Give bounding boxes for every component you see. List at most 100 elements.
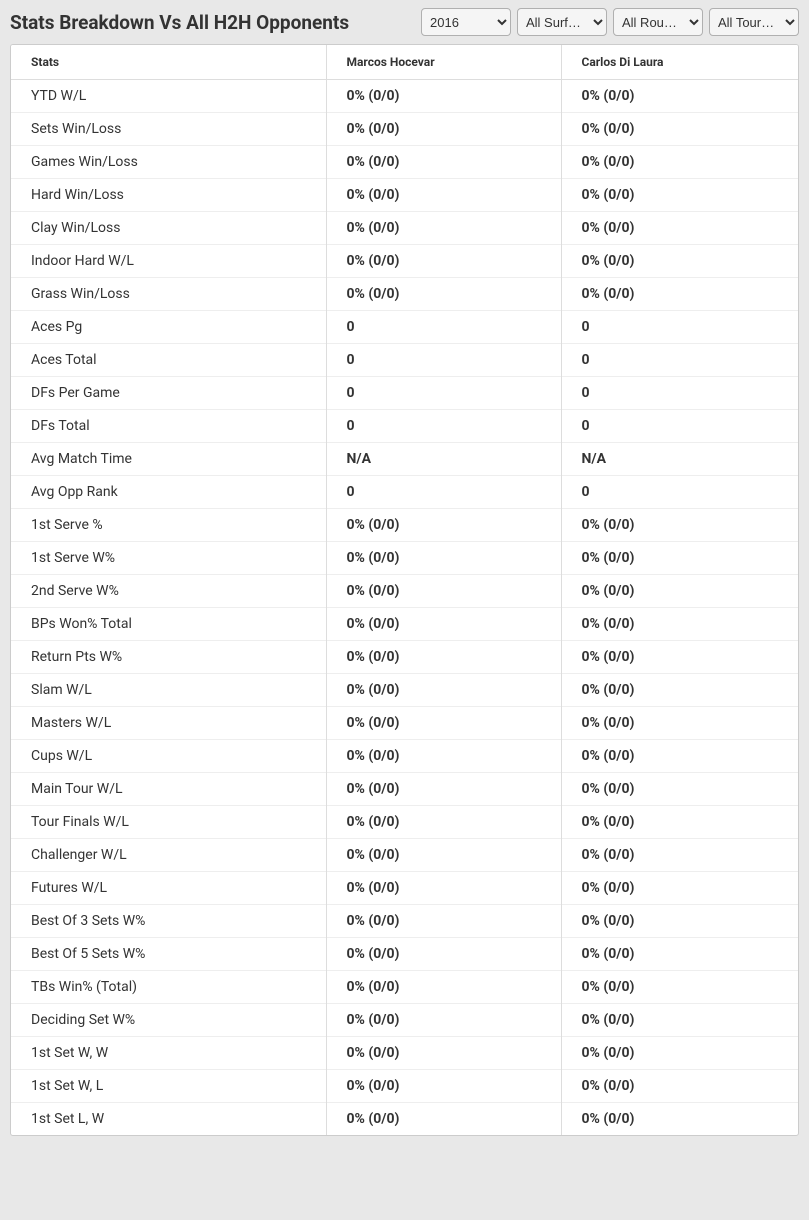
table-row: BPs Won% Total0% (0/0)0% (0/0) xyxy=(11,608,798,641)
player1-value: 0% (0/0) xyxy=(326,1103,561,1136)
stat-label: Grass Win/Loss xyxy=(11,278,326,311)
player2-value: 0% (0/0) xyxy=(561,938,798,971)
player2-value: 0% (0/0) xyxy=(561,80,798,113)
header-player2: Carlos Di Laura xyxy=(561,45,798,80)
stat-label: Games Win/Loss xyxy=(11,146,326,179)
stat-label: Sets Win/Loss xyxy=(11,113,326,146)
player2-value: 0% (0/0) xyxy=(561,773,798,806)
stats-table-container: Stats Marcos Hocevar Carlos Di Laura YTD… xyxy=(10,44,799,1136)
table-row: Aces Total00 xyxy=(11,344,798,377)
tour-select[interactable]: All Tour… xyxy=(709,8,799,36)
table-row: Futures W/L0% (0/0)0% (0/0) xyxy=(11,872,798,905)
stat-label: TBs Win% (Total) xyxy=(11,971,326,1004)
table-row: 1st Set W, L0% (0/0)0% (0/0) xyxy=(11,1070,798,1103)
player1-value: 0% (0/0) xyxy=(326,1037,561,1070)
table-row: Deciding Set W%0% (0/0)0% (0/0) xyxy=(11,1004,798,1037)
table-row: Best Of 5 Sets W%0% (0/0)0% (0/0) xyxy=(11,938,798,971)
player2-value: 0% (0/0) xyxy=(561,1004,798,1037)
stat-label: Aces Pg xyxy=(11,311,326,344)
stat-label: Deciding Set W% xyxy=(11,1004,326,1037)
stat-label: YTD W/L xyxy=(11,80,326,113)
player2-value: 0% (0/0) xyxy=(561,806,798,839)
header-player1: Marcos Hocevar xyxy=(326,45,561,80)
player2-value: 0 xyxy=(561,410,798,443)
stat-label: Slam W/L xyxy=(11,674,326,707)
table-row: Cups W/L0% (0/0)0% (0/0) xyxy=(11,740,798,773)
player2-value: 0% (0/0) xyxy=(561,509,798,542)
player2-value: 0% (0/0) xyxy=(561,278,798,311)
player2-value: 0% (0/0) xyxy=(561,146,798,179)
table-row: TBs Win% (Total)0% (0/0)0% (0/0) xyxy=(11,971,798,1004)
player1-value: 0% (0/0) xyxy=(326,806,561,839)
stat-label: Masters W/L xyxy=(11,707,326,740)
player2-value: 0% (0/0) xyxy=(561,641,798,674)
player1-value: 0% (0/0) xyxy=(326,773,561,806)
stat-label: Aces Total xyxy=(11,344,326,377)
player2-value: 0% (0/0) xyxy=(561,674,798,707)
table-row: 1st Set W, W0% (0/0)0% (0/0) xyxy=(11,1037,798,1070)
player2-value: 0% (0/0) xyxy=(561,245,798,278)
table-row: Aces Pg00 xyxy=(11,311,798,344)
stat-label: Best Of 5 Sets W% xyxy=(11,938,326,971)
player1-value: 0% (0/0) xyxy=(326,542,561,575)
stat-label: 1st Set W, L xyxy=(11,1070,326,1103)
stat-label: Futures W/L xyxy=(11,872,326,905)
table-row: Indoor Hard W/L0% (0/0)0% (0/0) xyxy=(11,245,798,278)
table-row: Tour Finals W/L0% (0/0)0% (0/0) xyxy=(11,806,798,839)
player2-value: 0% (0/0) xyxy=(561,113,798,146)
round-select[interactable]: All Rou… xyxy=(613,8,703,36)
stat-label: Cups W/L xyxy=(11,740,326,773)
table-row: Avg Opp Rank00 xyxy=(11,476,798,509)
player1-value: 0% (0/0) xyxy=(326,674,561,707)
player2-value: 0% (0/0) xyxy=(561,179,798,212)
player1-value: 0% (0/0) xyxy=(326,113,561,146)
table-row: Masters W/L0% (0/0)0% (0/0) xyxy=(11,707,798,740)
player2-value: 0% (0/0) xyxy=(561,740,798,773)
player1-value: 0% (0/0) xyxy=(326,1070,561,1103)
stats-table: Stats Marcos Hocevar Carlos Di Laura YTD… xyxy=(11,45,798,1135)
player1-value: 0% (0/0) xyxy=(326,905,561,938)
player1-value: 0% (0/0) xyxy=(326,212,561,245)
player1-value: 0% (0/0) xyxy=(326,245,561,278)
player1-value: 0% (0/0) xyxy=(326,971,561,1004)
player1-value: 0 xyxy=(326,410,561,443)
player2-value: 0% (0/0) xyxy=(561,1037,798,1070)
player2-value: 0% (0/0) xyxy=(561,212,798,245)
table-row: Hard Win/Loss0% (0/0)0% (0/0) xyxy=(11,179,798,212)
stat-label: 1st Set L, W xyxy=(11,1103,326,1136)
stat-label: Tour Finals W/L xyxy=(11,806,326,839)
player2-value: 0% (0/0) xyxy=(561,575,798,608)
stat-label: Hard Win/Loss xyxy=(11,179,326,212)
player1-value: 0% (0/0) xyxy=(326,278,561,311)
table-row: Clay Win/Loss0% (0/0)0% (0/0) xyxy=(11,212,798,245)
table-row: Sets Win/Loss0% (0/0)0% (0/0) xyxy=(11,113,798,146)
stat-label: Clay Win/Loss xyxy=(11,212,326,245)
stat-label: 1st Serve W% xyxy=(11,542,326,575)
player1-value: 0% (0/0) xyxy=(326,1004,561,1037)
table-header-row: Stats Marcos Hocevar Carlos Di Laura xyxy=(11,45,798,80)
table-row: Games Win/Loss0% (0/0)0% (0/0) xyxy=(11,146,798,179)
page-title: Stats Breakdown Vs All H2H Opponents xyxy=(10,11,349,34)
player2-value: 0% (0/0) xyxy=(561,1070,798,1103)
player1-value: N/A xyxy=(326,443,561,476)
year-select[interactable]: 2016 xyxy=(421,8,511,36)
surface-select[interactable]: All Surf… xyxy=(517,8,607,36)
table-row: 1st Set L, W0% (0/0)0% (0/0) xyxy=(11,1103,798,1136)
stat-label: 2nd Serve W% xyxy=(11,575,326,608)
stat-label: Avg Opp Rank xyxy=(11,476,326,509)
player1-value: 0% (0/0) xyxy=(326,179,561,212)
player2-value: 0% (0/0) xyxy=(561,1103,798,1136)
table-row: Return Pts W%0% (0/0)0% (0/0) xyxy=(11,641,798,674)
player2-value: 0% (0/0) xyxy=(561,542,798,575)
player1-value: 0% (0/0) xyxy=(326,740,561,773)
stat-label: BPs Won% Total xyxy=(11,608,326,641)
player1-value: 0 xyxy=(326,311,561,344)
table-row: 1st Serve W%0% (0/0)0% (0/0) xyxy=(11,542,798,575)
stat-label: DFs Total xyxy=(11,410,326,443)
stat-label: Challenger W/L xyxy=(11,839,326,872)
player1-value: 0 xyxy=(326,377,561,410)
table-row: Challenger W/L0% (0/0)0% (0/0) xyxy=(11,839,798,872)
stat-label: 1st Set W, W xyxy=(11,1037,326,1070)
player2-value: 0 xyxy=(561,311,798,344)
table-row: YTD W/L0% (0/0)0% (0/0) xyxy=(11,80,798,113)
